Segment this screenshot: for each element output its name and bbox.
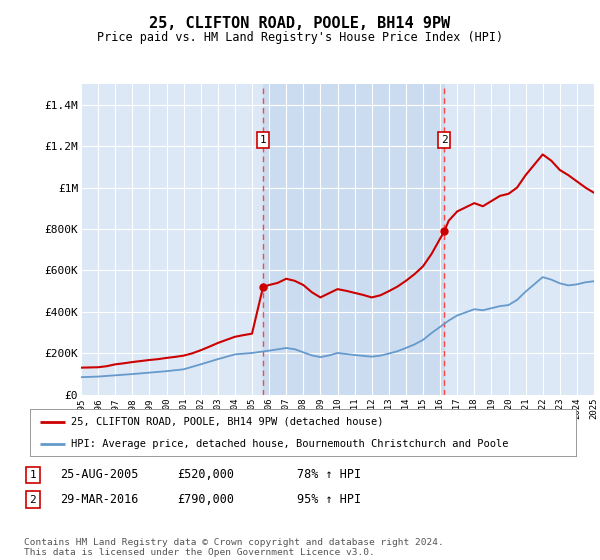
Text: 25, CLIFTON ROAD, POOLE, BH14 9PW: 25, CLIFTON ROAD, POOLE, BH14 9PW	[149, 16, 451, 31]
Text: 95% ↑ HPI: 95% ↑ HPI	[297, 493, 361, 506]
Text: 25-AUG-2005: 25-AUG-2005	[60, 468, 139, 482]
Text: 78% ↑ HPI: 78% ↑ HPI	[297, 468, 361, 482]
Text: HPI: Average price, detached house, Bournemouth Christchurch and Poole: HPI: Average price, detached house, Bour…	[71, 438, 508, 449]
Text: 2: 2	[441, 135, 448, 145]
Text: £520,000: £520,000	[177, 468, 234, 482]
Text: 1: 1	[260, 135, 266, 145]
Text: Contains HM Land Registry data © Crown copyright and database right 2024.
This d: Contains HM Land Registry data © Crown c…	[24, 538, 444, 557]
Text: Price paid vs. HM Land Registry's House Price Index (HPI): Price paid vs. HM Land Registry's House …	[97, 31, 503, 44]
Text: 1: 1	[29, 470, 37, 480]
Text: 2: 2	[29, 494, 37, 505]
Text: 29-MAR-2016: 29-MAR-2016	[60, 493, 139, 506]
Bar	[263, 84, 445, 395]
Text: £790,000: £790,000	[177, 493, 234, 506]
Text: 25, CLIFTON ROAD, POOLE, BH14 9PW (detached house): 25, CLIFTON ROAD, POOLE, BH14 9PW (detac…	[71, 417, 383, 427]
